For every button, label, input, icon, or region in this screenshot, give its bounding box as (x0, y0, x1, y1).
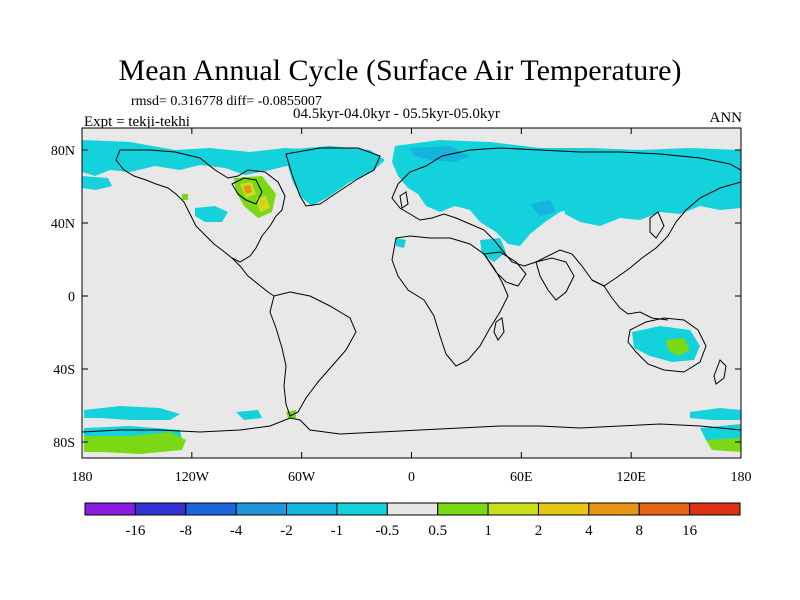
coastline-central-america (231, 257, 275, 297)
coastline-antarctica (81, 417, 742, 435)
coastlines (81, 147, 742, 435)
experiment-label: Expt = tekji-tekhi (84, 114, 190, 130)
anomaly-cyan-antarctic-e (700, 424, 741, 440)
lon-label: 180 (72, 470, 93, 485)
anomaly-cyan-greenland (282, 146, 385, 206)
coastline-southeast-asia (591, 279, 669, 321)
lon-label: 120W (175, 470, 210, 485)
coastline-arabia (483, 251, 527, 287)
colorbar-swatch (487, 502, 539, 516)
colorbar-swatch (235, 502, 288, 516)
colorbar-swatch (84, 502, 136, 516)
lat-label: 80N (51, 144, 75, 159)
lat-label: 40N (51, 217, 75, 232)
lon-label: 60W (288, 470, 316, 485)
lat-label: 0 (68, 290, 75, 305)
anomaly-orange-hudson-2 (259, 199, 266, 208)
rmsd-diff-stats: rmsd= 0.316778 diff= -0.0855007 (131, 94, 322, 109)
anomaly-cyan-mideast (480, 238, 506, 262)
colorbar-swatch (185, 502, 237, 516)
season-label: ANN (709, 110, 743, 126)
coastline-north-america (115, 149, 286, 263)
anomaly-cyan-north-america (195, 206, 228, 222)
coastline-japan (649, 211, 665, 239)
coastline-australia (627, 317, 707, 373)
coastline-uk (399, 191, 409, 209)
lat-label: 80S (53, 436, 75, 451)
colorbar-label: -0.5 (375, 523, 399, 539)
anomaly-cyan-southern-ocean-e (690, 408, 741, 420)
colorbar-label: -2 (280, 523, 293, 539)
colorbar-label: 0.5 (428, 523, 447, 539)
anomaly-green-antarctic-w (84, 432, 186, 454)
lon-label: 120E (616, 470, 646, 485)
coastline-eurasia (391, 147, 742, 287)
anomaly-green-antarctic-e (706, 438, 741, 452)
colorbar-label: 16 (682, 523, 698, 539)
colorbar-label: 2 (535, 523, 543, 539)
colorbar-swatch (134, 502, 187, 516)
anomaly-fields (82, 140, 741, 454)
lon-label: 180 (731, 470, 752, 485)
colorbar-swatch (588, 502, 640, 516)
anomaly-cyan-africa-coast (396, 238, 406, 248)
colorbar-label: -1 (331, 523, 344, 539)
colorbar-label: 1 (484, 523, 492, 539)
colorbar-label: -16 (125, 523, 145, 539)
colorbar-swatch (638, 502, 691, 516)
anomaly-green-siberia (182, 194, 188, 200)
coastline-india (535, 257, 575, 301)
chart-title: Mean Annual Cycle (Surface Air Temperatu… (118, 54, 682, 87)
colorbar-swatch (286, 502, 338, 516)
lon-label: 0 (408, 470, 415, 485)
anomaly-green-australia (666, 338, 690, 356)
colorbar-swatch (386, 502, 439, 516)
anomaly-cyan-arctic-america (82, 140, 335, 176)
colorbar: -16 -8 -4 -2 -1 -0.5 0.5 1 2 4 8 16 (84, 502, 741, 539)
anomaly-cyan-alaska (82, 176, 112, 190)
lon-label: 60E (510, 470, 533, 485)
longitude-axis: 180 120W 60W 0 60E 120E 180 (72, 128, 752, 485)
anomaly-cyan-southern-ocean-mid (236, 410, 262, 420)
period-label: 04.5kyr-04.0kyr - 05.5kyr-05.0kyr (293, 106, 500, 122)
colorbar-swatch (437, 502, 489, 516)
coastline-hudson-bay (231, 177, 263, 205)
anomaly-blue-siberia (530, 200, 556, 216)
anomaly-orange-hudson-1 (243, 185, 252, 194)
colorbar-label: 4 (585, 523, 593, 539)
colorbar-label: -4 (230, 523, 243, 539)
coastline-greenland (285, 147, 381, 207)
colorbar-swatch (689, 502, 741, 516)
coastline-south-america (269, 291, 357, 417)
anomaly-blue-europe (410, 146, 470, 162)
coastline-new-zealand (713, 359, 727, 385)
coastline-africa (391, 235, 509, 367)
coastline-madagascar (493, 317, 505, 341)
colorbar-label: 8 (635, 523, 643, 539)
anomaly-cyan-southern-ocean-w (84, 406, 180, 420)
lat-label: 40S (53, 363, 75, 378)
colorbar-swatch (537, 502, 590, 516)
colorbar-label: -8 (180, 523, 193, 539)
anomaly-cyan-russia-east (560, 176, 741, 226)
latitude-axis: 80N 40N 0 40S 80S (51, 144, 741, 451)
colorbar-swatch (336, 502, 388, 516)
